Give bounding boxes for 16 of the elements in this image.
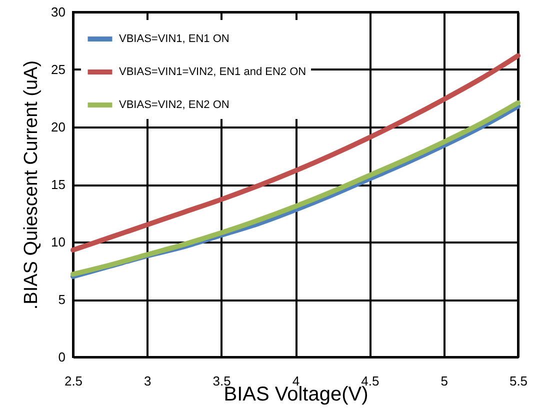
x-tick-label: 5 [440,374,448,388]
x-tick-label: 2.5 [64,374,83,388]
y-tick-label: 15 [51,177,66,192]
y-tick-label: 20 [51,120,66,134]
y-axis-title: .BIAS Quiescent Current (uA) [21,60,42,310]
y-tick-label: 30 [51,4,66,20]
legend-label: VBIAS=VIN1, EN1 ON [119,33,230,45]
y-tick-label: 5 [58,292,66,307]
y-tick-label: 0 [58,350,66,364]
x-tick-label: 3 [144,374,152,388]
y-tick-label: 25 [51,62,66,77]
x-tick-label: 4 [292,374,300,388]
legend-label: VBIAS=VIN1=VIN2, EN1 and EN2 ON [119,66,306,78]
x-tick-label: 5.5 [509,374,528,388]
legend-label: VBIAS=VIN2, EN2 ON [119,99,230,111]
y-tick-label: 10 [51,234,66,250]
